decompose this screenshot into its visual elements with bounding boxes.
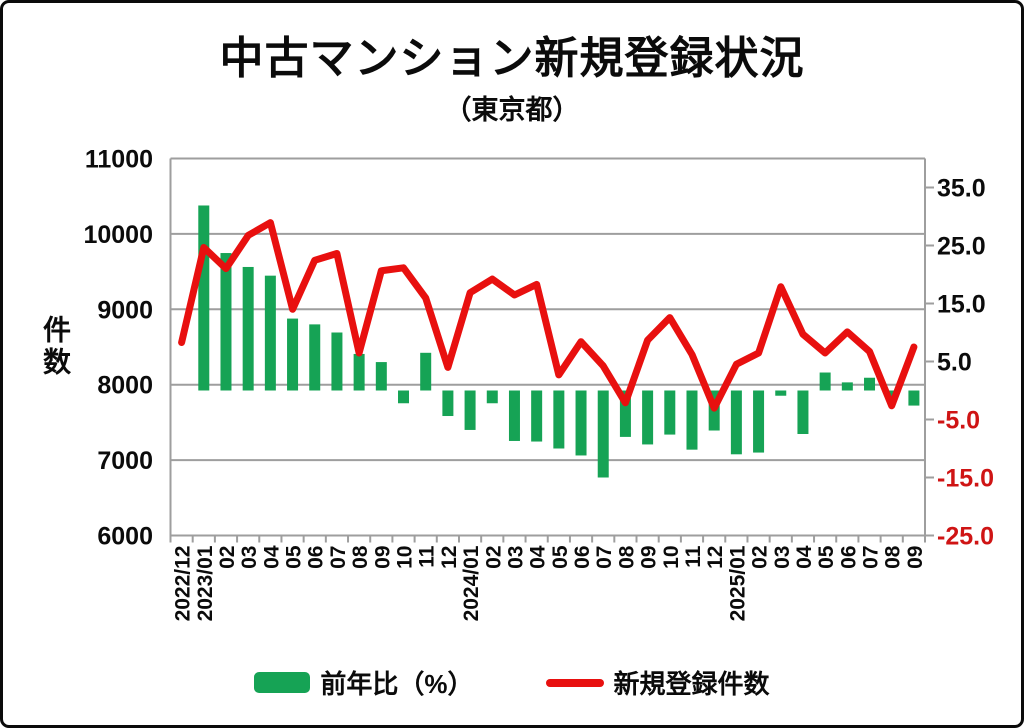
svg-text:07: 07 [593,546,616,569]
bar [575,390,587,456]
bar [664,390,676,435]
svg-text:02: 02 [482,546,505,569]
x-axis-labels: 2022/12 2023/01 02 03 04 05 06 07 08 09 10 11 12 2024… [172,545,927,621]
bar [375,362,387,391]
svg-text:10: 10 [394,546,417,569]
bar [753,390,765,453]
bar [486,390,498,404]
bar [398,390,410,404]
svg-text:-25.0: -25.0 [937,523,994,551]
legend: 前年比（%） 新規登録件数 [0,664,1024,701]
chart-title: 中古マンション新規登録状況 [219,34,805,83]
svg-text:12: 12 [704,546,727,569]
right-axis-labels: 35.0 25.0 15.0 5.0 -5.0 -15.0 -25.0 [937,175,994,551]
svg-text:04: 04 [527,545,550,569]
svg-text:06: 06 [571,546,594,569]
svg-text:-5.0: -5.0 [937,407,980,435]
bar [242,266,254,391]
legend-bar-swatch [254,672,311,693]
bar [619,390,631,437]
left-axis-title: 件数 [43,314,72,377]
bar [531,390,543,442]
svg-text:08: 08 [615,545,638,569]
svg-text:-15.0: -15.0 [937,465,994,493]
svg-text:08: 08 [349,545,372,569]
bar [775,390,787,396]
bar [198,205,210,391]
svg-text:6000: 6000 [97,523,153,551]
svg-text:11: 11 [416,545,439,568]
svg-text:08: 08 [882,545,905,569]
legend-line-swatch [545,678,604,687]
gridlines [169,157,934,543]
line-series-registrations [178,219,918,412]
svg-text:03: 03 [771,546,794,569]
svg-text:09: 09 [371,546,394,569]
bar [553,390,565,449]
svg-text:8000: 8000 [97,372,153,400]
svg-text:2023/01: 2023/01 [194,545,217,621]
svg-text:05: 05 [283,545,306,569]
bar [220,253,232,391]
svg-text:03: 03 [238,546,261,569]
svg-text:04: 04 [793,545,816,569]
bar [841,382,853,391]
svg-text:02: 02 [216,546,239,569]
svg-text:5.0: 5.0 [937,349,972,377]
legend-item-registrations: 新規登録件数 [545,664,770,701]
svg-text:25.0: 25.0 [937,233,986,261]
svg-text:02: 02 [749,546,772,569]
bar [864,377,876,391]
svg-text:35.0: 35.0 [937,175,986,203]
svg-text:09: 09 [638,546,661,569]
svg-text:10000: 10000 [83,221,153,249]
legend-item-yoy: 前年比（%） [254,664,474,701]
svg-text:07: 07 [327,546,350,569]
bar [331,332,343,391]
svg-text:09: 09 [904,546,927,569]
svg-text:12: 12 [438,546,461,569]
svg-text:05: 05 [549,545,572,569]
bar [287,318,299,391]
svg-text:10: 10 [660,546,683,569]
bar [508,390,520,441]
svg-text:2025/01: 2025/01 [726,545,749,621]
svg-text:07: 07 [860,546,883,569]
svg-text:11000: 11000 [85,146,153,174]
svg-text:9000: 9000 [97,296,153,324]
bar [686,390,698,450]
svg-text:2024/01: 2024/01 [460,545,483,621]
bar [797,390,809,434]
bar [730,390,742,455]
svg-text:03: 03 [504,546,527,569]
bar [309,324,321,391]
bar [353,353,365,391]
svg-text:05: 05 [815,545,838,569]
bar [886,390,898,397]
legend-label-registrations: 新規登録件数 [613,669,770,699]
svg-text:7000: 7000 [97,447,153,475]
chart-subtitle: （東京都） [444,95,580,125]
svg-text:04: 04 [260,545,283,569]
bar [819,372,831,391]
bar-series-yoy [198,205,920,478]
bar [464,390,476,430]
bar [597,390,609,478]
svg-text:15.0: 15.0 [937,291,986,319]
svg-text:11: 11 [682,545,705,568]
bar [264,275,276,391]
left-axis-labels: 11000 10000 9000 8000 7000 6000 [83,146,153,551]
svg-text:2022/12: 2022/12 [172,546,195,622]
legend-label-yoy: 前年比（%） [320,669,474,699]
bar [420,352,432,391]
bar [442,390,454,417]
svg-text:06: 06 [837,546,860,569]
bar [908,390,920,406]
bar [642,390,654,445]
svg-text:06: 06 [305,546,328,569]
